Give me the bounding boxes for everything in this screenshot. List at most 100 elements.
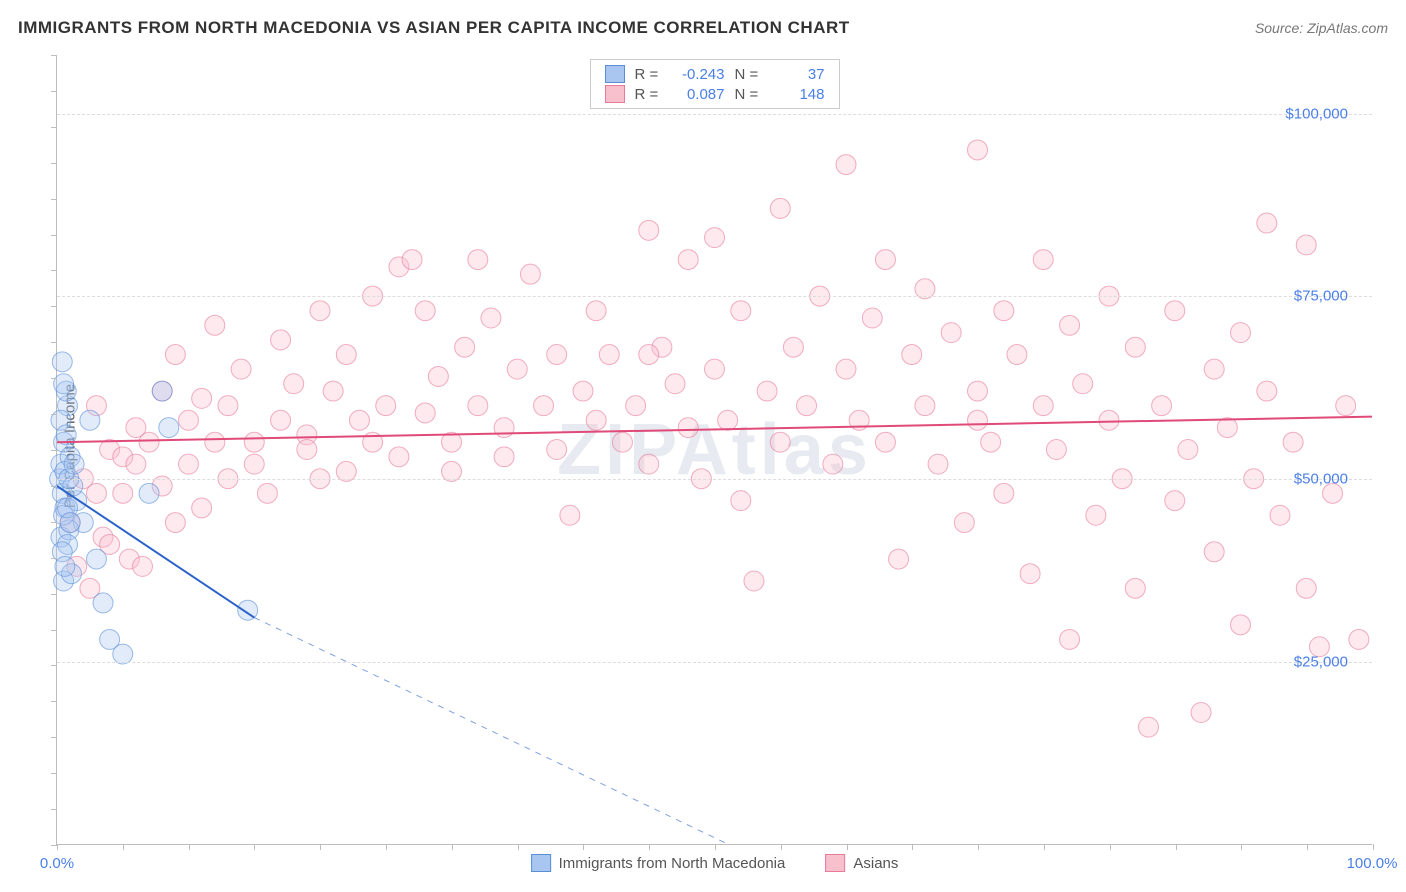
data-point-asians <box>1033 250 1053 270</box>
swatch-macedonia <box>605 65 625 83</box>
data-point-asians <box>468 396 488 416</box>
data-point-asians <box>205 432 225 452</box>
r-label: R = <box>635 86 659 103</box>
y-tick <box>51 199 57 200</box>
n-value-asians: 148 <box>769 86 825 103</box>
data-point-asians <box>1231 615 1251 635</box>
y-tick <box>51 630 57 631</box>
data-point-asians <box>783 337 803 357</box>
data-point-asians <box>875 432 895 452</box>
y-tick-label: $75,000 <box>1294 288 1348 305</box>
y-tick <box>51 270 57 271</box>
data-point-asians <box>415 301 435 321</box>
data-point-asians <box>139 432 159 452</box>
scatter-plot-svg <box>57 55 1372 844</box>
data-point-macedonia <box>93 593 113 613</box>
data-point-asians <box>770 432 790 452</box>
data-point-asians <box>665 374 685 394</box>
y-tick <box>51 235 57 236</box>
x-tick <box>1110 844 1111 850</box>
data-point-asians <box>179 454 199 474</box>
x-tick <box>1176 844 1177 850</box>
data-point-asians <box>968 381 988 401</box>
y-tick <box>51 665 57 666</box>
x-tick <box>1241 844 1242 850</box>
data-point-asians <box>336 345 356 365</box>
data-point-asians <box>994 483 1014 503</box>
y-tick <box>51 809 57 810</box>
x-tick <box>123 844 124 850</box>
chart-header: IMMIGRANTS FROM NORTH MACEDONIA VS ASIAN… <box>18 18 1388 38</box>
data-point-asians <box>639 220 659 240</box>
data-point-asians <box>994 301 1014 321</box>
data-point-asians <box>428 366 448 386</box>
data-point-macedonia <box>54 374 74 394</box>
data-point-asians <box>718 410 738 430</box>
data-point-asians <box>271 330 291 350</box>
gridline-h <box>57 479 1372 480</box>
data-point-asians <box>1270 505 1290 525</box>
data-point-asians <box>231 359 251 379</box>
data-point-macedonia <box>64 454 84 474</box>
data-point-asians <box>560 505 580 525</box>
x-tick <box>1044 844 1045 850</box>
data-point-asians <box>376 396 396 416</box>
data-point-asians <box>770 198 790 218</box>
data-point-asians <box>678 250 698 270</box>
data-point-asians <box>1165 491 1185 511</box>
gridline-h <box>57 114 1372 115</box>
y-tick <box>51 845 57 846</box>
stats-row-asians: R = 0.087 N = 148 <box>591 84 839 104</box>
data-point-asians <box>1336 396 1356 416</box>
y-tick <box>51 522 57 523</box>
data-point-asians <box>797 396 817 416</box>
data-point-asians <box>705 359 725 379</box>
data-point-asians <box>165 513 185 533</box>
y-tick <box>51 306 57 307</box>
legend-item-asians: Asians <box>825 854 898 872</box>
data-point-asians <box>626 396 646 416</box>
data-point-asians <box>744 571 764 591</box>
correlation-stats-box: R = -0.243 N = 37 R = 0.087 N = 148 <box>590 59 840 109</box>
data-point-asians <box>494 447 514 467</box>
legend-item-macedonia: Immigrants from North Macedonia <box>531 854 786 872</box>
data-point-asians <box>86 483 106 503</box>
x-tick <box>978 844 979 850</box>
bottom-legend: Immigrants from North Macedonia Asians <box>531 854 899 872</box>
data-point-asians <box>1033 396 1053 416</box>
data-point-asians <box>875 250 895 270</box>
data-point-asians <box>1296 578 1316 598</box>
data-point-asians <box>1204 359 1224 379</box>
data-point-asians <box>1020 564 1040 584</box>
data-point-macedonia <box>86 549 106 569</box>
data-point-asians <box>218 396 238 416</box>
data-point-asians <box>271 410 291 430</box>
trend-line-asians <box>57 417 1372 443</box>
r-label: R = <box>635 66 659 83</box>
data-point-asians <box>402 250 422 270</box>
data-point-macedonia <box>159 418 179 438</box>
x-tick <box>781 844 782 850</box>
data-point-asians <box>284 374 304 394</box>
data-point-asians <box>244 454 264 474</box>
data-point-asians <box>1231 323 1251 343</box>
data-point-asians <box>323 381 343 401</box>
y-tick <box>51 701 57 702</box>
data-point-asians <box>132 556 152 576</box>
y-tick <box>51 450 57 451</box>
source-prefix: Source: <box>1255 20 1307 36</box>
x-tick <box>912 844 913 850</box>
n-value-macedonia: 37 <box>769 66 825 83</box>
data-point-asians <box>126 454 146 474</box>
data-point-asians <box>1217 418 1237 438</box>
data-point-asians <box>547 440 567 460</box>
swatch-asians <box>605 85 625 103</box>
data-point-asians <box>941 323 961 343</box>
data-point-asians <box>455 337 475 357</box>
data-point-asians <box>862 308 882 328</box>
r-value-asians: 0.087 <box>669 86 725 103</box>
data-point-macedonia <box>60 513 80 533</box>
x-tick <box>57 844 58 850</box>
data-point-asians <box>349 410 369 430</box>
data-point-asians <box>1152 396 1172 416</box>
